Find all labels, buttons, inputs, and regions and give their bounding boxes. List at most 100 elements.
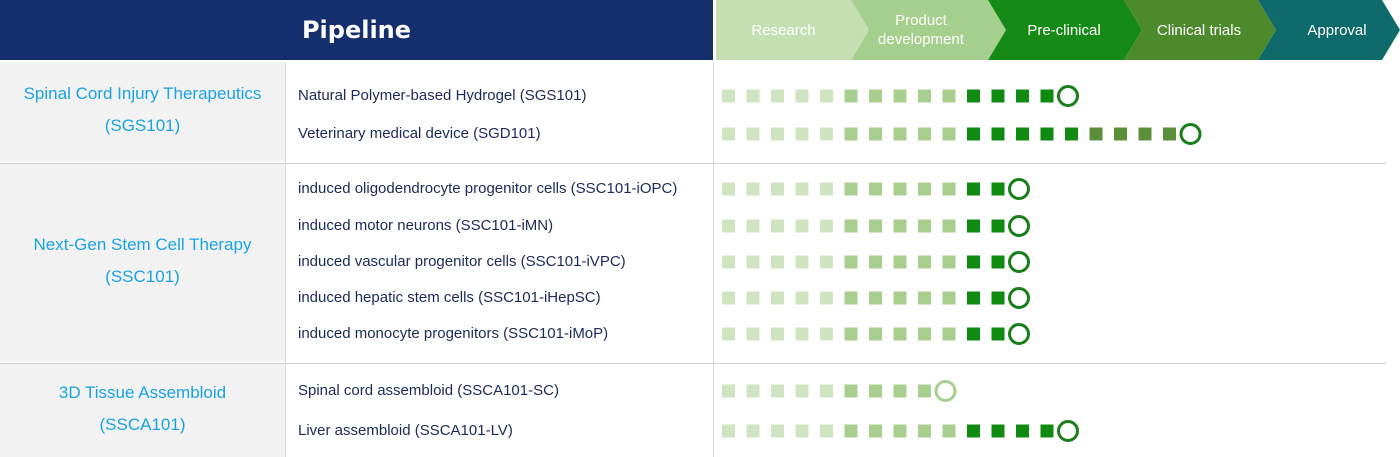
progress-square xyxy=(869,255,882,269)
stage-arrow-1 xyxy=(851,0,1006,60)
progress-square xyxy=(869,424,882,438)
progress-square xyxy=(722,89,735,103)
progress-square xyxy=(893,255,907,269)
progress-square xyxy=(795,291,809,305)
progress-square xyxy=(1040,89,1054,103)
progress-square xyxy=(820,255,833,269)
progress-square xyxy=(746,255,760,269)
progress-track xyxy=(722,251,1030,273)
progress-square xyxy=(746,424,760,438)
progress-square xyxy=(967,291,980,305)
progress-square xyxy=(844,89,858,103)
progress-square xyxy=(1138,127,1152,141)
progress-square xyxy=(893,424,907,438)
progress-square xyxy=(795,182,809,196)
progress-square xyxy=(942,327,956,341)
progress-square xyxy=(1089,127,1103,141)
pipeline-item-label: Veterinary medical device (SGD101) xyxy=(298,125,541,142)
pipeline-item-label: induced vascular progenitor cells (SSC10… xyxy=(298,253,626,270)
progress-square xyxy=(722,255,735,269)
stage-label-3: Clinical trials xyxy=(1156,21,1242,39)
progress-track xyxy=(722,323,1030,345)
progress-square xyxy=(795,255,809,269)
progress-square xyxy=(893,219,907,233)
progress-square xyxy=(967,255,980,269)
progress-square xyxy=(918,424,931,438)
progress-square xyxy=(820,327,833,341)
pipeline-item-label: Spinal cord assembloid (SSCA101-SC) xyxy=(298,382,559,399)
progress-square xyxy=(771,89,784,103)
progress-square xyxy=(746,384,760,398)
progress-square xyxy=(844,219,858,233)
progress-square xyxy=(967,424,980,438)
progress-square xyxy=(795,219,809,233)
progress-square xyxy=(918,291,931,305)
progress-square xyxy=(795,424,809,438)
target-circle-icon xyxy=(1008,287,1030,309)
progress-square xyxy=(746,89,760,103)
group-code: (SSC101) xyxy=(105,267,180,286)
progress-square xyxy=(893,182,907,196)
progress-square xyxy=(1040,424,1054,438)
progress-square xyxy=(1040,127,1054,141)
progress-square xyxy=(771,424,784,438)
progress-square xyxy=(844,127,858,141)
progress-square xyxy=(746,327,760,341)
stage-arrow-0 xyxy=(716,0,869,60)
group-background xyxy=(0,364,285,457)
progress-square xyxy=(942,424,956,438)
pipeline-title: Pipeline xyxy=(301,16,412,44)
column-divider xyxy=(713,62,714,457)
progress-square xyxy=(942,182,956,196)
progress-track xyxy=(722,178,1030,200)
progress-square xyxy=(746,182,760,196)
group-code: (SSCA101) xyxy=(99,414,186,434)
target-circle-icon xyxy=(1008,178,1030,200)
progress-square xyxy=(746,219,760,233)
progress-square xyxy=(844,424,858,438)
progress-square xyxy=(991,424,1005,438)
pipeline-item-label: induced motor neurons (SSC101-iMN) xyxy=(298,217,554,234)
stage-arrow-2 xyxy=(988,0,1142,60)
progress-square xyxy=(942,291,956,305)
stage-label-4: Approval xyxy=(1307,21,1367,39)
progress-square xyxy=(722,327,735,341)
target-circle-icon xyxy=(1008,215,1030,237)
progress-square xyxy=(991,291,1005,305)
group-name: Next-Gen Stem Cell Therapy xyxy=(33,235,252,254)
progress-square xyxy=(1016,89,1029,103)
progress-square xyxy=(918,127,931,141)
stage-label-2: Pre-clinical xyxy=(1027,21,1101,39)
group-divider xyxy=(0,163,1386,164)
progress-square xyxy=(893,89,907,103)
progress-square xyxy=(771,127,784,141)
target-circle-icon xyxy=(934,380,957,402)
progress-square xyxy=(991,327,1005,341)
stage-arrows xyxy=(716,0,1400,60)
progress-square xyxy=(722,127,735,141)
progress-track xyxy=(722,123,1202,145)
progress-square xyxy=(820,89,833,103)
progress-track xyxy=(722,380,957,402)
progress-square xyxy=(869,291,882,305)
progress-square xyxy=(967,182,980,196)
progress-square xyxy=(820,424,833,438)
target-circle-icon xyxy=(1057,85,1079,107)
progress-square xyxy=(991,182,1005,196)
progress-track xyxy=(722,420,1079,442)
progress-square xyxy=(893,327,907,341)
progress-square xyxy=(918,255,931,269)
progress-square xyxy=(722,291,735,305)
progress-square xyxy=(918,89,931,103)
progress-square xyxy=(1114,127,1127,141)
progress-square xyxy=(869,89,882,103)
progress-square xyxy=(967,327,980,341)
progress-square xyxy=(942,219,956,233)
stage-label-0: Research xyxy=(751,21,816,39)
group-background xyxy=(0,62,285,162)
target-circle-icon xyxy=(1179,123,1202,145)
progress-square xyxy=(844,327,858,341)
progress-square xyxy=(991,219,1005,233)
group-divider xyxy=(0,363,1386,364)
progress-square xyxy=(722,424,735,438)
